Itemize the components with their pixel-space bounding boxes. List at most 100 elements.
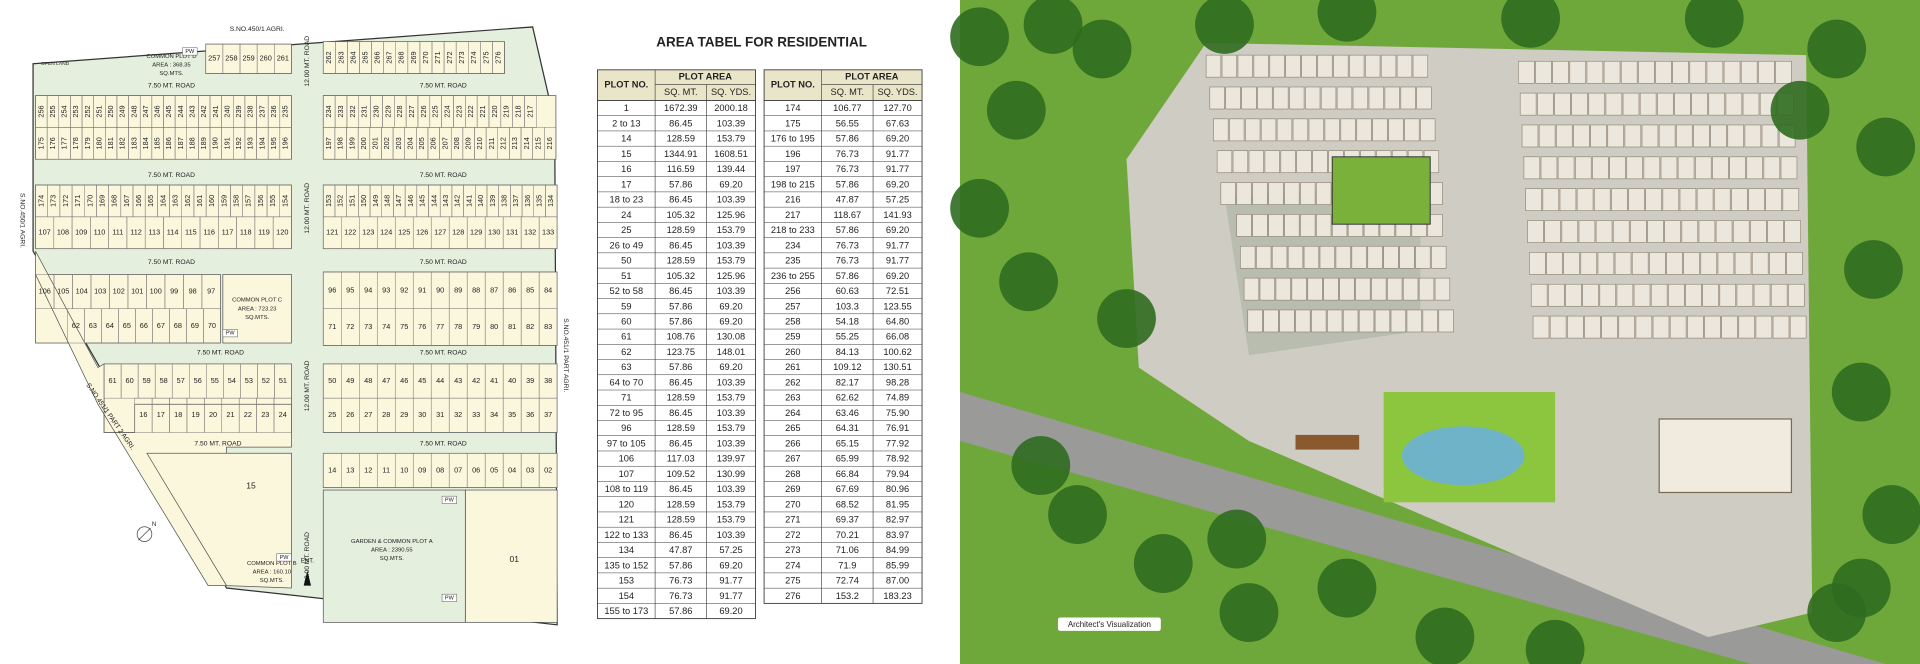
house-block bbox=[1252, 214, 1268, 237]
table-cell: 122 to 133 bbox=[604, 530, 648, 540]
plot-block bbox=[205, 43, 292, 74]
plot bbox=[274, 43, 292, 74]
tree bbox=[999, 252, 1058, 312]
plot-number: 235 bbox=[281, 105, 290, 117]
plot-number: 70 bbox=[208, 321, 216, 330]
table-cell: 72.74 bbox=[836, 576, 859, 586]
house-block bbox=[1287, 245, 1304, 269]
table-cell: 100.62 bbox=[883, 347, 911, 357]
house-block bbox=[1259, 277, 1275, 301]
plot-number: 71 bbox=[328, 322, 336, 331]
plot-number: 181 bbox=[106, 137, 115, 149]
house-block bbox=[1788, 283, 1805, 307]
plot-number: 232 bbox=[348, 105, 357, 117]
house-block bbox=[1284, 214, 1300, 237]
table-cell: 75.90 bbox=[886, 408, 909, 418]
table-cell: 83.97 bbox=[886, 530, 909, 540]
plot-number: 127 bbox=[434, 228, 446, 237]
north-needle bbox=[138, 527, 151, 541]
house-block bbox=[1253, 54, 1269, 78]
house-block bbox=[1597, 252, 1615, 275]
plot-number: 258 bbox=[225, 54, 237, 63]
table-cell: 14 bbox=[621, 134, 631, 144]
table-cell: 109.12 bbox=[833, 362, 861, 372]
table-cell: 264 bbox=[785, 408, 801, 418]
table-cell: 54.18 bbox=[836, 317, 859, 327]
plot-number: 69 bbox=[191, 321, 199, 330]
tree bbox=[1525, 619, 1585, 664]
plot-number: 138 bbox=[499, 195, 508, 207]
plot-number: 77 bbox=[436, 322, 444, 331]
plot-number: 266 bbox=[373, 51, 382, 63]
house-block bbox=[1519, 92, 1537, 116]
house-block bbox=[1736, 283, 1754, 307]
plot-number: 34 bbox=[490, 410, 498, 419]
plot-number: 83 bbox=[544, 322, 552, 331]
common-plot-text: SQ.MTS. bbox=[159, 71, 183, 77]
tree bbox=[1862, 485, 1920, 544]
plot-number: 199 bbox=[347, 137, 356, 149]
house-block bbox=[1396, 54, 1413, 78]
house-block bbox=[1387, 277, 1403, 301]
table-cell: 69.20 bbox=[719, 179, 742, 189]
plot-number: 238 bbox=[246, 105, 255, 117]
plot-row: 14 13 12 11 10 09 08 07 06 05 04 03 02 bbox=[323, 453, 558, 488]
house-block bbox=[1578, 220, 1596, 243]
gate bbox=[1295, 434, 1360, 450]
house-block bbox=[1611, 188, 1628, 212]
plot-number: 141 bbox=[464, 195, 473, 207]
plot bbox=[492, 41, 505, 74]
house-block bbox=[1630, 220, 1647, 243]
house-block bbox=[1770, 283, 1788, 307]
plot-number: 186 bbox=[164, 137, 173, 149]
plot bbox=[272, 216, 292, 249]
house-block bbox=[1652, 315, 1670, 339]
plot-number: 148 bbox=[383, 195, 392, 207]
house-block bbox=[1213, 118, 1229, 142]
plot-number: 247 bbox=[141, 105, 150, 117]
sports-court bbox=[1331, 156, 1431, 225]
clubhouse bbox=[1658, 418, 1793, 494]
house-block bbox=[1356, 118, 1372, 142]
house-block bbox=[1687, 315, 1704, 339]
header-cell: SQ. YDS. bbox=[711, 87, 751, 97]
plot-number: 91 bbox=[418, 285, 426, 294]
table-cell: 91.77 bbox=[719, 576, 742, 586]
house-block bbox=[1399, 245, 1415, 269]
plot-number: 10 bbox=[400, 465, 408, 474]
plot-number: 81 bbox=[508, 322, 516, 331]
table-cell: 153.79 bbox=[717, 423, 745, 433]
road-label: 7.50 MT. ROAD bbox=[197, 350, 244, 357]
table-cell: 62.62 bbox=[836, 393, 859, 403]
house-block bbox=[1404, 118, 1420, 142]
plot-number: 136 bbox=[523, 195, 532, 207]
pw-label: PW bbox=[280, 555, 290, 561]
house-block bbox=[1300, 214, 1316, 237]
house-block bbox=[1721, 315, 1738, 339]
table-cell: 56.55 bbox=[836, 118, 859, 128]
plot-number: 243 bbox=[187, 105, 196, 117]
pw-box bbox=[276, 553, 292, 562]
house-block bbox=[1681, 220, 1699, 243]
plot-number: 242 bbox=[199, 105, 208, 117]
house-block bbox=[1586, 60, 1604, 84]
table-cell: 125.96 bbox=[717, 271, 745, 281]
house-block bbox=[1592, 156, 1609, 180]
plot-number: 98 bbox=[189, 287, 197, 296]
plot-number: 08 bbox=[436, 465, 444, 474]
house-block bbox=[1573, 124, 1590, 148]
plot-number: 05 bbox=[490, 465, 498, 474]
plot-number: 250 bbox=[106, 105, 115, 117]
table-cell: 63 bbox=[621, 362, 631, 372]
plot-number: 184 bbox=[141, 137, 150, 149]
house-block bbox=[1415, 245, 1431, 269]
table-cell: 65.99 bbox=[836, 454, 859, 464]
table-cell: 130.08 bbox=[717, 332, 745, 342]
tree bbox=[1207, 509, 1267, 569]
house-block bbox=[1732, 220, 1750, 243]
house-block bbox=[1268, 214, 1284, 237]
table-cell: 86.45 bbox=[669, 530, 692, 540]
house-block bbox=[1372, 118, 1388, 142]
table-cell: 2 to 13 bbox=[612, 118, 640, 128]
plot-number: 142 bbox=[453, 195, 462, 207]
